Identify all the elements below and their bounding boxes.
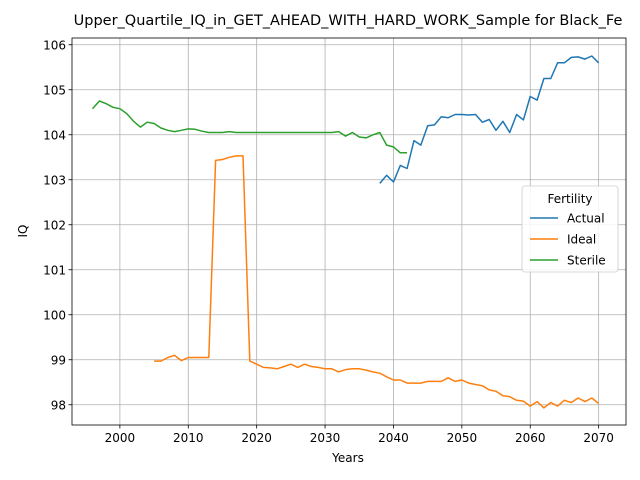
legend: Fertility Actual Ideal Sterile [521,185,619,273]
series-line-sterile [91,100,408,154]
series-line-ideal [154,155,600,409]
y-tick-label: 103 [43,173,66,187]
x-tick-label: 2020 [241,431,272,445]
legend-label-actual: Actual [567,212,605,226]
legend-box [521,185,619,273]
y-tick-label: 100 [43,308,66,322]
y-axis-label: IQ [16,225,30,238]
x-tick-label: 2040 [378,431,409,445]
y-tick-label: 105 [43,83,66,97]
y-tick-label: 101 [43,263,66,277]
x-tick-label: 2070 [583,431,614,445]
series-line-actual [379,55,600,184]
legend-label-sterile: Sterile [567,254,606,268]
x-tick-label: 2050 [447,431,478,445]
x-tick-label: 2010 [173,431,204,445]
x-tick-label: 2030 [310,431,341,445]
y-tick-label: 98 [51,398,66,412]
legend-label-ideal: Ideal [567,233,596,247]
legend-title: Fertility [547,192,592,206]
y-tick-label: 106 [43,38,66,52]
plot-frame [71,37,627,426]
y-tick-label: 102 [43,218,66,232]
x-axis-label: Years [331,451,364,465]
y-tick-label: 99 [51,353,66,367]
axis-ticks: 2000 2010 2020 2030 2040 2050 2060 2070 98 99 100 1… [43,38,614,445]
series-lines [91,55,600,409]
x-tick-label: 2000 [105,431,136,445]
y-tick-label: 104 [43,128,66,142]
chart-title: Upper_Quartile_IQ_in_GET_AHEAD_WITH_HARD… [74,13,623,29]
x-tick-label: 2060 [515,431,546,445]
